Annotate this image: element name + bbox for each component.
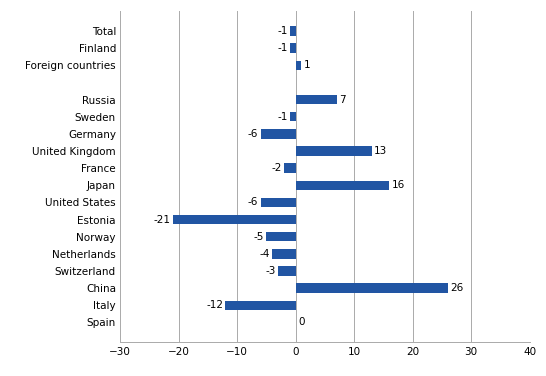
- Text: -21: -21: [153, 215, 170, 224]
- Bar: [173, 215, 295, 224]
- Text: 1: 1: [304, 60, 311, 70]
- Text: -1: -1: [277, 112, 287, 122]
- Bar: [225, 300, 295, 310]
- Text: -5: -5: [254, 232, 264, 242]
- Text: -6: -6: [248, 197, 258, 208]
- Bar: [290, 44, 295, 53]
- Text: -4: -4: [259, 249, 270, 259]
- Bar: [272, 249, 295, 259]
- Bar: [266, 232, 295, 241]
- Text: 26: 26: [450, 283, 464, 293]
- Bar: [295, 146, 372, 156]
- Text: -2: -2: [271, 163, 282, 173]
- Bar: [260, 129, 295, 139]
- Bar: [295, 95, 336, 104]
- Bar: [278, 266, 295, 276]
- Text: -12: -12: [206, 300, 223, 310]
- Text: 16: 16: [391, 180, 405, 190]
- Text: -6: -6: [248, 129, 258, 139]
- Bar: [290, 26, 295, 36]
- Bar: [295, 61, 301, 70]
- Bar: [260, 198, 295, 207]
- Text: -3: -3: [265, 266, 276, 276]
- Text: -1: -1: [277, 26, 287, 36]
- Bar: [295, 180, 389, 190]
- Text: 7: 7: [339, 95, 346, 105]
- Text: 13: 13: [374, 146, 387, 156]
- Text: 0: 0: [298, 317, 305, 327]
- Text: -1: -1: [277, 43, 287, 53]
- Bar: [290, 112, 295, 121]
- Bar: [284, 164, 295, 173]
- Bar: [295, 284, 448, 293]
